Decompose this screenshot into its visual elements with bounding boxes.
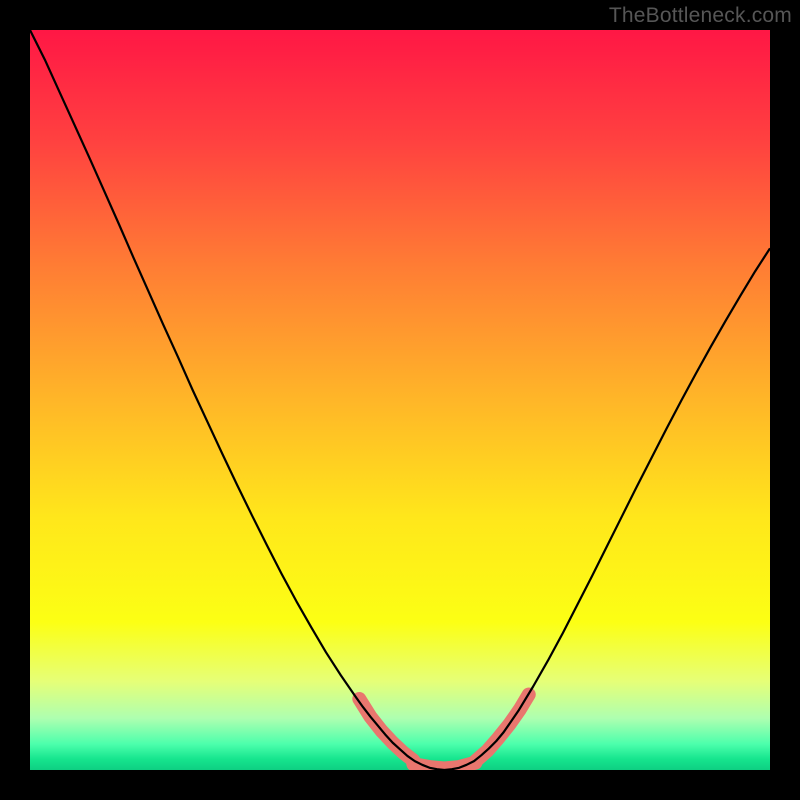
chart-container: TheBottleneck.com bbox=[0, 0, 800, 800]
bottleneck-curve bbox=[30, 30, 770, 770]
accent-segment bbox=[359, 699, 413, 760]
watermark-text: TheBottleneck.com bbox=[609, 4, 792, 28]
accent-segment bbox=[475, 695, 528, 762]
plot-area bbox=[30, 30, 770, 770]
curve-layer bbox=[30, 30, 770, 770]
